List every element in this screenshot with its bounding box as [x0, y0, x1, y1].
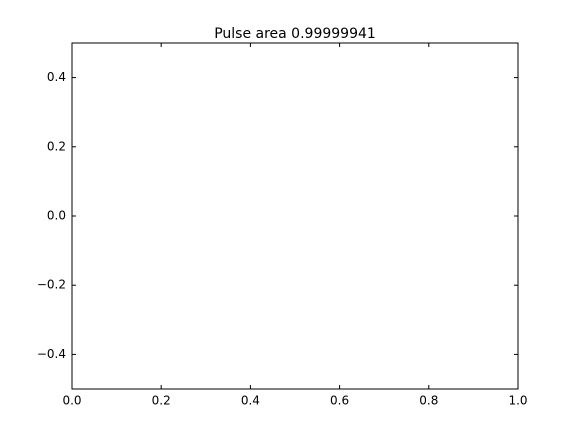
x-axis: 0.0 0.2 0.4 0.6 0.8 1.0: [62, 43, 528, 408]
plot-area: [71, 42, 519, 390]
x-tick-label: 1.0: [508, 394, 527, 408]
x-tick-label: 0.4: [241, 394, 260, 408]
y-tick-label: −0.4: [37, 347, 66, 361]
chart-title: Pulse area 0.99999941: [214, 26, 376, 42]
y-tick-label: 0.2: [47, 139, 66, 153]
x-tick-label: 0.0: [62, 394, 81, 408]
x-tick-label: 0.8: [419, 394, 438, 408]
x-tick-label: 0.6: [330, 394, 349, 408]
y-tick-label: −0.2: [37, 278, 66, 292]
y-axis: −0.4 −0.2 0.0 0.2 0.4: [37, 70, 518, 361]
y-tick-label: 0.0: [47, 209, 66, 223]
y-tick-label: 0.4: [47, 70, 66, 84]
x-tick-label: 0.2: [152, 394, 171, 408]
